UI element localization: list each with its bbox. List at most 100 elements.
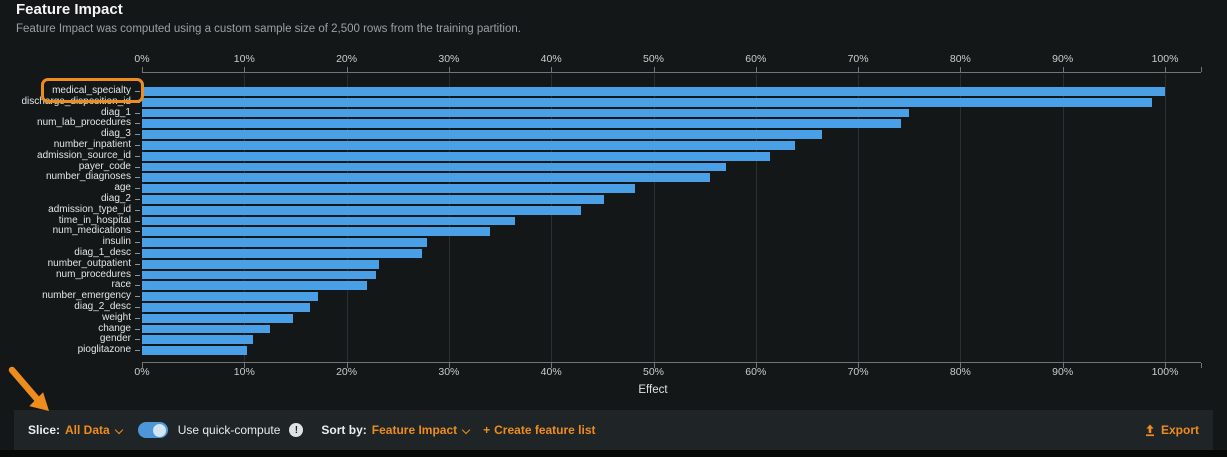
x-tick [448, 67, 450, 72]
slice-value[interactable]: All Data [65, 423, 110, 437]
y-tick [135, 263, 140, 265]
feature-bar [142, 238, 428, 247]
highlight-box-annotation [41, 78, 144, 103]
export-icon [1145, 424, 1154, 436]
y-tick [135, 274, 140, 276]
feature-bar [142, 216, 516, 226]
gridline [1165, 74, 1166, 362]
sort-by-label: Sort by: [321, 423, 367, 437]
gridline [551, 74, 553, 362]
create-feature-list-button[interactable]: + Create feature list [483, 423, 595, 437]
feature-row: diag_1_desc [0, 247, 1210, 259]
feature-bar [142, 270, 377, 280]
y-tick [135, 188, 140, 190]
x-tick-label: 80% [949, 53, 971, 65]
y-tick [135, 339, 140, 341]
feature-label: pioglitazone [77, 344, 131, 356]
feature-bar [142, 205, 581, 215]
y-tick [135, 123, 140, 125]
x-tick-label: 0% [134, 53, 150, 65]
plus-icon: + [483, 423, 491, 437]
x-tick-label: 40% [540, 53, 562, 65]
x-tick-label: 100% [1151, 366, 1179, 378]
feature-bar [142, 194, 605, 204]
feature-bar [142, 87, 1165, 96]
feature-row: num_medications [0, 226, 1210, 237]
arrow-annotation [8, 366, 49, 411]
x-tick [551, 67, 553, 72]
feature-label: age [114, 182, 131, 194]
feature-label: diag_3 [100, 128, 131, 140]
feature-row: discharge_disposition_id [0, 96, 1210, 108]
feature-bar [142, 248, 423, 258]
y-tick [135, 91, 140, 92]
feature-bar [142, 259, 380, 269]
gridline [1062, 74, 1064, 362]
feature-row: admission_type_id [0, 203, 1210, 216]
feature-row: race [0, 280, 1210, 291]
feature-row: diag_1 [0, 106, 1210, 119]
feature-label: payer_code [78, 160, 131, 172]
feature-row: time_in_hospital [0, 215, 1210, 227]
feature-bar [142, 151, 771, 161]
x-tick-label: 90% [1052, 366, 1074, 378]
feature-row: diag_2 [0, 193, 1210, 205]
x-tick [142, 363, 143, 368]
feature-row: admission_source_id [0, 150, 1210, 162]
top-axis-line [142, 72, 1201, 73]
feature-label: change [98, 322, 131, 334]
x-tick [653, 67, 655, 72]
sort-by-selector[interactable]: Feature Impact [371, 423, 471, 437]
feature-row: num_lab_procedures [0, 118, 1210, 129]
feature-label: weight [102, 311, 131, 323]
feature-label: diag_1 [100, 106, 131, 118]
gridline [653, 74, 655, 362]
x-tick [858, 67, 860, 72]
x-tick-label: 30% [438, 53, 460, 65]
feature-row: pioglitazone [0, 344, 1210, 356]
feature-row: number_emergency [0, 290, 1210, 302]
create-feature-list-label: Create feature list [494, 423, 596, 437]
sort-by-value[interactable]: Feature Impact [371, 423, 458, 437]
y-tick [135, 296, 140, 298]
feature-label: admission_type_id [48, 203, 131, 215]
info-icon[interactable]: ! [289, 423, 304, 437]
y-tick [135, 328, 140, 330]
quick-compute-toggle[interactable] [137, 422, 168, 438]
x-tick [346, 67, 348, 72]
feature-row: gender [0, 334, 1210, 345]
x-tick [1165, 363, 1166, 368]
x-tick [755, 363, 757, 368]
y-tick [135, 242, 140, 244]
gridline [960, 74, 962, 362]
x-tick-end [1201, 67, 1202, 72]
feature-bar [142, 313, 294, 323]
feature-bar [142, 130, 823, 139]
feature-bars: medical_specialty discharge_disposition_i… [0, 85, 1210, 356]
feature-bar [142, 281, 368, 291]
feature-label: num_medications [52, 225, 131, 237]
page-title: Feature Impact [16, 1, 123, 18]
feature-label: race [111, 279, 131, 291]
x-tick [142, 67, 143, 72]
feature-label: gender [99, 333, 131, 345]
x-tick-label: 50% [642, 53, 664, 65]
feature-label: number_diagnoses [45, 171, 131, 183]
feature-row: payer_code [0, 160, 1210, 173]
x-tick-label: 80% [949, 366, 971, 378]
y-tick [135, 177, 140, 179]
y-tick [135, 112, 140, 114]
y-tick [135, 285, 140, 287]
x-tick-label: 70% [847, 53, 869, 65]
x-tick-label: 10% [233, 53, 255, 65]
export-button[interactable]: Export [1144, 423, 1199, 437]
slice-selector[interactable]: All Data [65, 423, 123, 437]
feature-bar [142, 324, 270, 334]
feature-row: number_inpatient [0, 139, 1210, 151]
x-tick [960, 67, 962, 72]
x-tick-label: 0% [134, 366, 150, 378]
y-tick [135, 317, 140, 319]
bottom-strip [0, 450, 1227, 457]
x-tick [755, 67, 757, 72]
feature-row: age [0, 182, 1210, 194]
